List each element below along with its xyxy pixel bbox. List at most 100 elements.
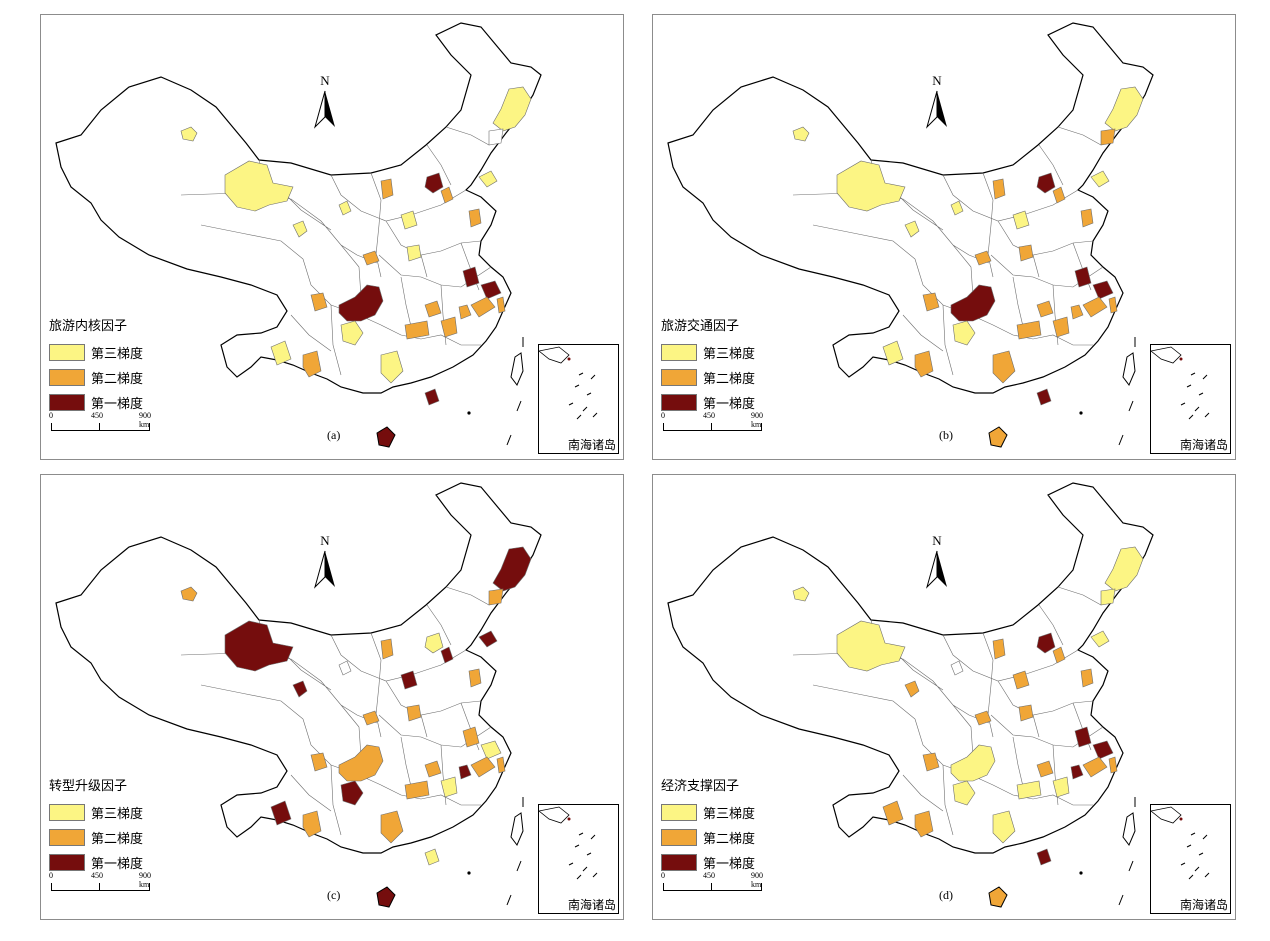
region-heilongjiang: [492, 546, 532, 592]
region-hainan: [376, 426, 396, 448]
swatch-second: [49, 369, 85, 386]
scale-bar: 0 450 900 km: [661, 411, 771, 433]
region-shanxi: [992, 638, 1006, 660]
region-jiangsu: [1074, 726, 1092, 748]
region-yunnan: [270, 800, 292, 826]
swatch-third: [49, 344, 85, 361]
south-china-sea-inset: 南海诸岛: [1150, 344, 1231, 454]
panel-label: (a): [327, 428, 341, 442]
region-shanghai: [1092, 280, 1114, 300]
region-xinjiang-north: [224, 160, 294, 212]
region-shanghai: [1092, 740, 1114, 760]
region-shandong: [1080, 208, 1094, 228]
region-hubei: [1036, 300, 1054, 318]
panel-label: (d): [939, 888, 953, 902]
north-arrow: N: [313, 533, 337, 589]
region-hebei-south: [400, 210, 418, 230]
swatch-third: [661, 804, 697, 821]
scale-label-900: 900 km: [751, 411, 763, 429]
legend-item-first: 第一梯度: [49, 390, 199, 415]
scale-label-900: 900 km: [751, 871, 763, 889]
legend-title: 转型升级因子: [49, 778, 128, 793]
region-shandong: [468, 668, 482, 688]
region-beijing: [424, 172, 444, 194]
region-sichuan-west: [310, 292, 328, 312]
region-henan: [1018, 244, 1034, 262]
region-shaanxi: [362, 710, 380, 726]
legend-item-second: 第二梯度: [661, 825, 811, 850]
legend-item-first: 第一梯度: [661, 850, 811, 875]
region-heilongjiang: [492, 86, 532, 132]
map-panel-c: N 转型升级因子 第三梯度 第二梯度 第一梯度 0: [40, 474, 624, 920]
region-guangxi: [380, 350, 404, 384]
island-dot: [1079, 871, 1083, 875]
scale-label-450: 450: [703, 871, 715, 880]
region-yunnan: [882, 340, 904, 366]
legend: 旅游内核因子 第三梯度 第二梯度 第一梯度: [49, 315, 199, 415]
region-qinghai-west: [904, 680, 920, 698]
region-heilongjiang: [1104, 546, 1144, 592]
region-gansu-west: [950, 200, 964, 216]
taiwan-island: [510, 352, 524, 386]
china-map: [55, 482, 542, 908]
region-hebei-south: [400, 670, 418, 690]
region-jiangxi: [440, 316, 458, 338]
legend-item-second: 第二梯度: [49, 825, 199, 850]
region-zhejiang: [470, 756, 496, 778]
region-yunnan: [882, 800, 904, 826]
region-urumqi: [180, 586, 198, 602]
taiwan-island: [1122, 812, 1136, 846]
panel-label: (c): [327, 888, 341, 902]
region-fujian: [1108, 296, 1118, 314]
region-gansu-west: [950, 660, 964, 676]
region-tianjin: [1052, 646, 1066, 664]
taiwan-island: [1122, 352, 1136, 386]
region-anhui: [1070, 304, 1084, 320]
legend-title: 经济支撑因子: [661, 778, 740, 793]
region-sichuan-west: [922, 292, 940, 312]
scale-label-0: 0: [661, 871, 665, 880]
region-zhejiang: [470, 296, 496, 318]
region-hubei: [424, 760, 442, 778]
region-henan: [406, 244, 422, 262]
region-heilongjiang: [1104, 86, 1144, 132]
south-china-sea-inset: 南海诸岛: [538, 344, 619, 454]
china-map: [55, 22, 542, 448]
scale-label-0: 0: [661, 411, 665, 420]
china-outline: [667, 22, 1154, 394]
china-outline: [55, 482, 542, 854]
region-sichuan-east: [952, 320, 976, 346]
legend: 旅游交通因子 第三梯度 第二梯度 第一梯度: [661, 315, 811, 415]
coast-dots: [506, 337, 524, 446]
region-fujian: [496, 756, 506, 774]
region-chongqing: [950, 284, 996, 322]
map-panel-b: N 旅游交通因子 第三梯度 第二梯度 第一梯度 0: [652, 14, 1236, 460]
china-outline: [667, 482, 1154, 854]
region-sichuan-east: [340, 780, 364, 806]
region-shanghai: [480, 280, 502, 300]
region-hubei: [1036, 760, 1054, 778]
region-jiangsu: [462, 266, 480, 288]
region-liaoning: [1090, 170, 1110, 188]
region-qinghai-west: [904, 220, 920, 238]
region-shaanxi: [974, 710, 992, 726]
region-gansu-west: [338, 200, 352, 216]
region-hunan: [1016, 780, 1042, 800]
region-jilin: [1100, 128, 1116, 146]
region-jiangxi: [1052, 776, 1070, 798]
scale-label-450: 450: [91, 411, 103, 420]
region-fujian: [496, 296, 506, 314]
region-hunan: [404, 780, 430, 800]
region-shandong: [468, 208, 482, 228]
legend-title: 旅游内核因子: [49, 318, 128, 333]
region-zhejiang: [1082, 756, 1108, 778]
region-jilin: [1100, 588, 1116, 606]
region-jiangsu: [1074, 266, 1092, 288]
inset-caption: 南海诸岛: [567, 898, 616, 912]
scale-label-900: 900 km: [139, 871, 151, 889]
region-guizhou: [302, 350, 322, 378]
scale-bar: 0 450 900 km: [49, 411, 159, 433]
region-guangdong: [424, 848, 440, 866]
region-jilin: [488, 128, 504, 146]
region-hunan: [404, 320, 430, 340]
